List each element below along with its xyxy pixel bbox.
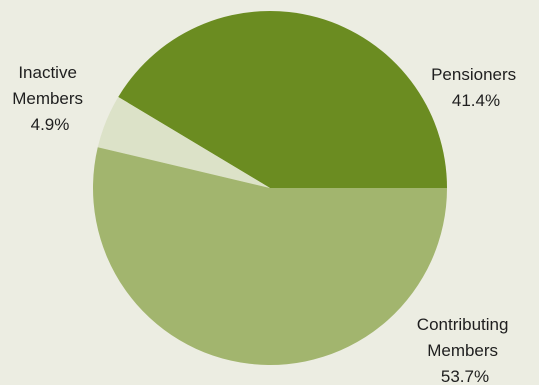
pie-slice-inactive-members bbox=[97, 96, 270, 188]
label-inactive-line-3: 4.9% bbox=[31, 115, 70, 134]
slice-labels: Pensioners 41.4% Contributing Members 53… bbox=[12, 63, 521, 385]
pie-slices bbox=[93, 10, 447, 365]
label-contributing-members: Contributing Members 53.7% bbox=[417, 315, 513, 385]
label-contributing-line-2: Members bbox=[427, 341, 498, 360]
label-inactive-line-1: Inactive bbox=[18, 63, 77, 82]
label-contributing-line-3: 53.7% bbox=[441, 367, 489, 385]
label-inactive-line-2: Members bbox=[12, 89, 83, 108]
label-pensioners: Pensioners 41.4% bbox=[431, 65, 521, 110]
label-contributing-line-1: Contributing bbox=[417, 315, 509, 334]
pie-slice-contributing-members bbox=[93, 147, 447, 365]
label-pensioners-line-1: Pensioners bbox=[431, 65, 516, 84]
label-pensioners-line-2: 41.4% bbox=[452, 91, 500, 110]
label-inactive-members: Inactive Members 4.9% bbox=[12, 63, 88, 134]
pie-slice-pensioners bbox=[118, 10, 447, 188]
